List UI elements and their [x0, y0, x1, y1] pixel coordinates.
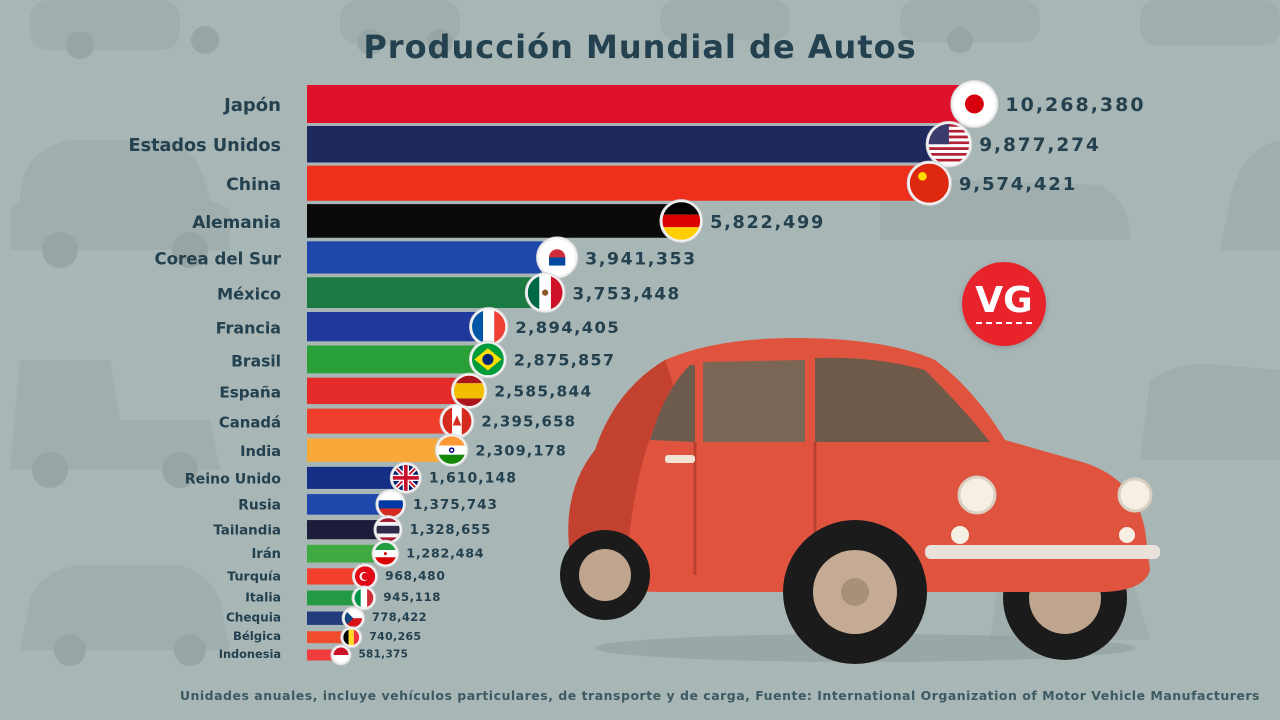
value-label: 9,877,274: [979, 135, 1101, 156]
value-label: 10,268,380: [1005, 94, 1145, 116]
country-label: Corea del Sur: [154, 249, 281, 268]
country-label: Chequia: [226, 611, 281, 625]
bar-thailand: [307, 520, 395, 540]
usa-flag-icon: [925, 120, 973, 168]
value-label: 3,753,448: [573, 283, 681, 303]
value-label: 1,375,743: [413, 497, 498, 513]
bar-indonesia: [307, 649, 346, 661]
bar-usa: [307, 125, 962, 163]
country-label: Indonesia: [219, 647, 281, 661]
bar-russia: [307, 494, 399, 515]
iran-flag-icon: [371, 539, 400, 568]
value-label: 1,610,148: [429, 471, 517, 487]
uk-flag-icon: [389, 461, 422, 494]
belgium-flag-icon: [340, 626, 363, 649]
bar-spain: [307, 377, 479, 405]
value-label: 945,118: [383, 590, 441, 604]
brazil-flag-icon: [468, 340, 507, 379]
mexico-flag-icon: [524, 272, 566, 314]
country-label: India: [240, 444, 281, 460]
germany-flag-icon: [659, 199, 704, 243]
india-flag-icon: [434, 433, 469, 467]
value-label: 9,574,421: [959, 174, 1077, 195]
country-label: Rusia: [238, 498, 281, 514]
bar-japan: [307, 85, 987, 123]
logo-text: VG: [975, 280, 1033, 321]
value-label: 2,875,857: [514, 351, 616, 370]
indonesia-flag-icon: [330, 644, 352, 666]
value-label: 5,822,499: [710, 213, 825, 233]
value-label: 2,309,178: [475, 443, 567, 459]
logo-dashes: [976, 322, 1032, 324]
value-label: 2,395,658: [481, 413, 576, 431]
italy-flag-icon: [351, 585, 377, 611]
czechia-flag-icon: [341, 606, 366, 630]
vg-logo: VG: [962, 262, 1046, 346]
chart-title: Producción Mundial de Autos: [363, 28, 917, 66]
bar-brazil: [307, 345, 498, 374]
bar-south-korea: [307, 241, 569, 274]
value-label: 1,328,655: [410, 523, 491, 538]
country-label: México: [217, 285, 281, 304]
value-label: 2,894,405: [515, 318, 620, 337]
south-korea-flag-icon: [536, 236, 579, 279]
red-car-illustration: [560, 338, 1160, 664]
country-label: Tailandia: [213, 523, 281, 538]
source-footnote: Unidades anuales, incluye vehículos part…: [179, 688, 1260, 703]
value-label: 740,265: [369, 630, 421, 643]
country-label: Estados Unidos: [129, 136, 281, 156]
country-label: Francia: [216, 319, 281, 338]
country-label: Bélgica: [233, 629, 281, 643]
country-label: China: [226, 175, 281, 195]
bar-chart: Japón 10,268,380 Estados Unidos 9,877,274 Ch…: [129, 80, 1145, 666]
value-label: 968,480: [385, 569, 445, 583]
spain-flag-icon: [450, 372, 488, 410]
canada-flag-icon: [439, 403, 475, 439]
country-label: Reino Unido: [185, 471, 282, 487]
bar-canada: [307, 408, 466, 434]
value-label: 3,941,353: [585, 249, 697, 269]
country-label: Canadá: [219, 413, 281, 431]
thailand-flag-icon: [373, 515, 403, 545]
bar-india: [307, 438, 460, 462]
value-label: 778,422: [372, 610, 427, 624]
turkey-flag-icon: [351, 563, 379, 590]
country-label: Japón: [222, 95, 281, 116]
country-label: Turquía: [227, 569, 281, 584]
value-label: 1,282,484: [406, 546, 484, 561]
country-label: Irán: [252, 547, 282, 562]
value-label: 2,585,844: [494, 383, 592, 401]
value-label: 581,375: [359, 648, 409, 660]
bar-germany: [307, 204, 693, 238]
country-label: Brasil: [231, 352, 281, 370]
country-label: España: [219, 383, 281, 401]
russia-flag-icon: [375, 489, 407, 520]
bar-mexico: [307, 277, 556, 309]
china-flag-icon: [906, 160, 952, 206]
bar-belgium: [307, 631, 357, 644]
bar-uk: [307, 466, 414, 489]
japan-flag-icon: [950, 80, 999, 128]
bar-china: [307, 165, 942, 201]
country-label: Italia: [245, 590, 281, 605]
bar-france: [307, 311, 499, 342]
bar-iran: [307, 544, 392, 563]
france-flag-icon: [469, 306, 509, 347]
country-label: Alemania: [192, 212, 281, 232]
